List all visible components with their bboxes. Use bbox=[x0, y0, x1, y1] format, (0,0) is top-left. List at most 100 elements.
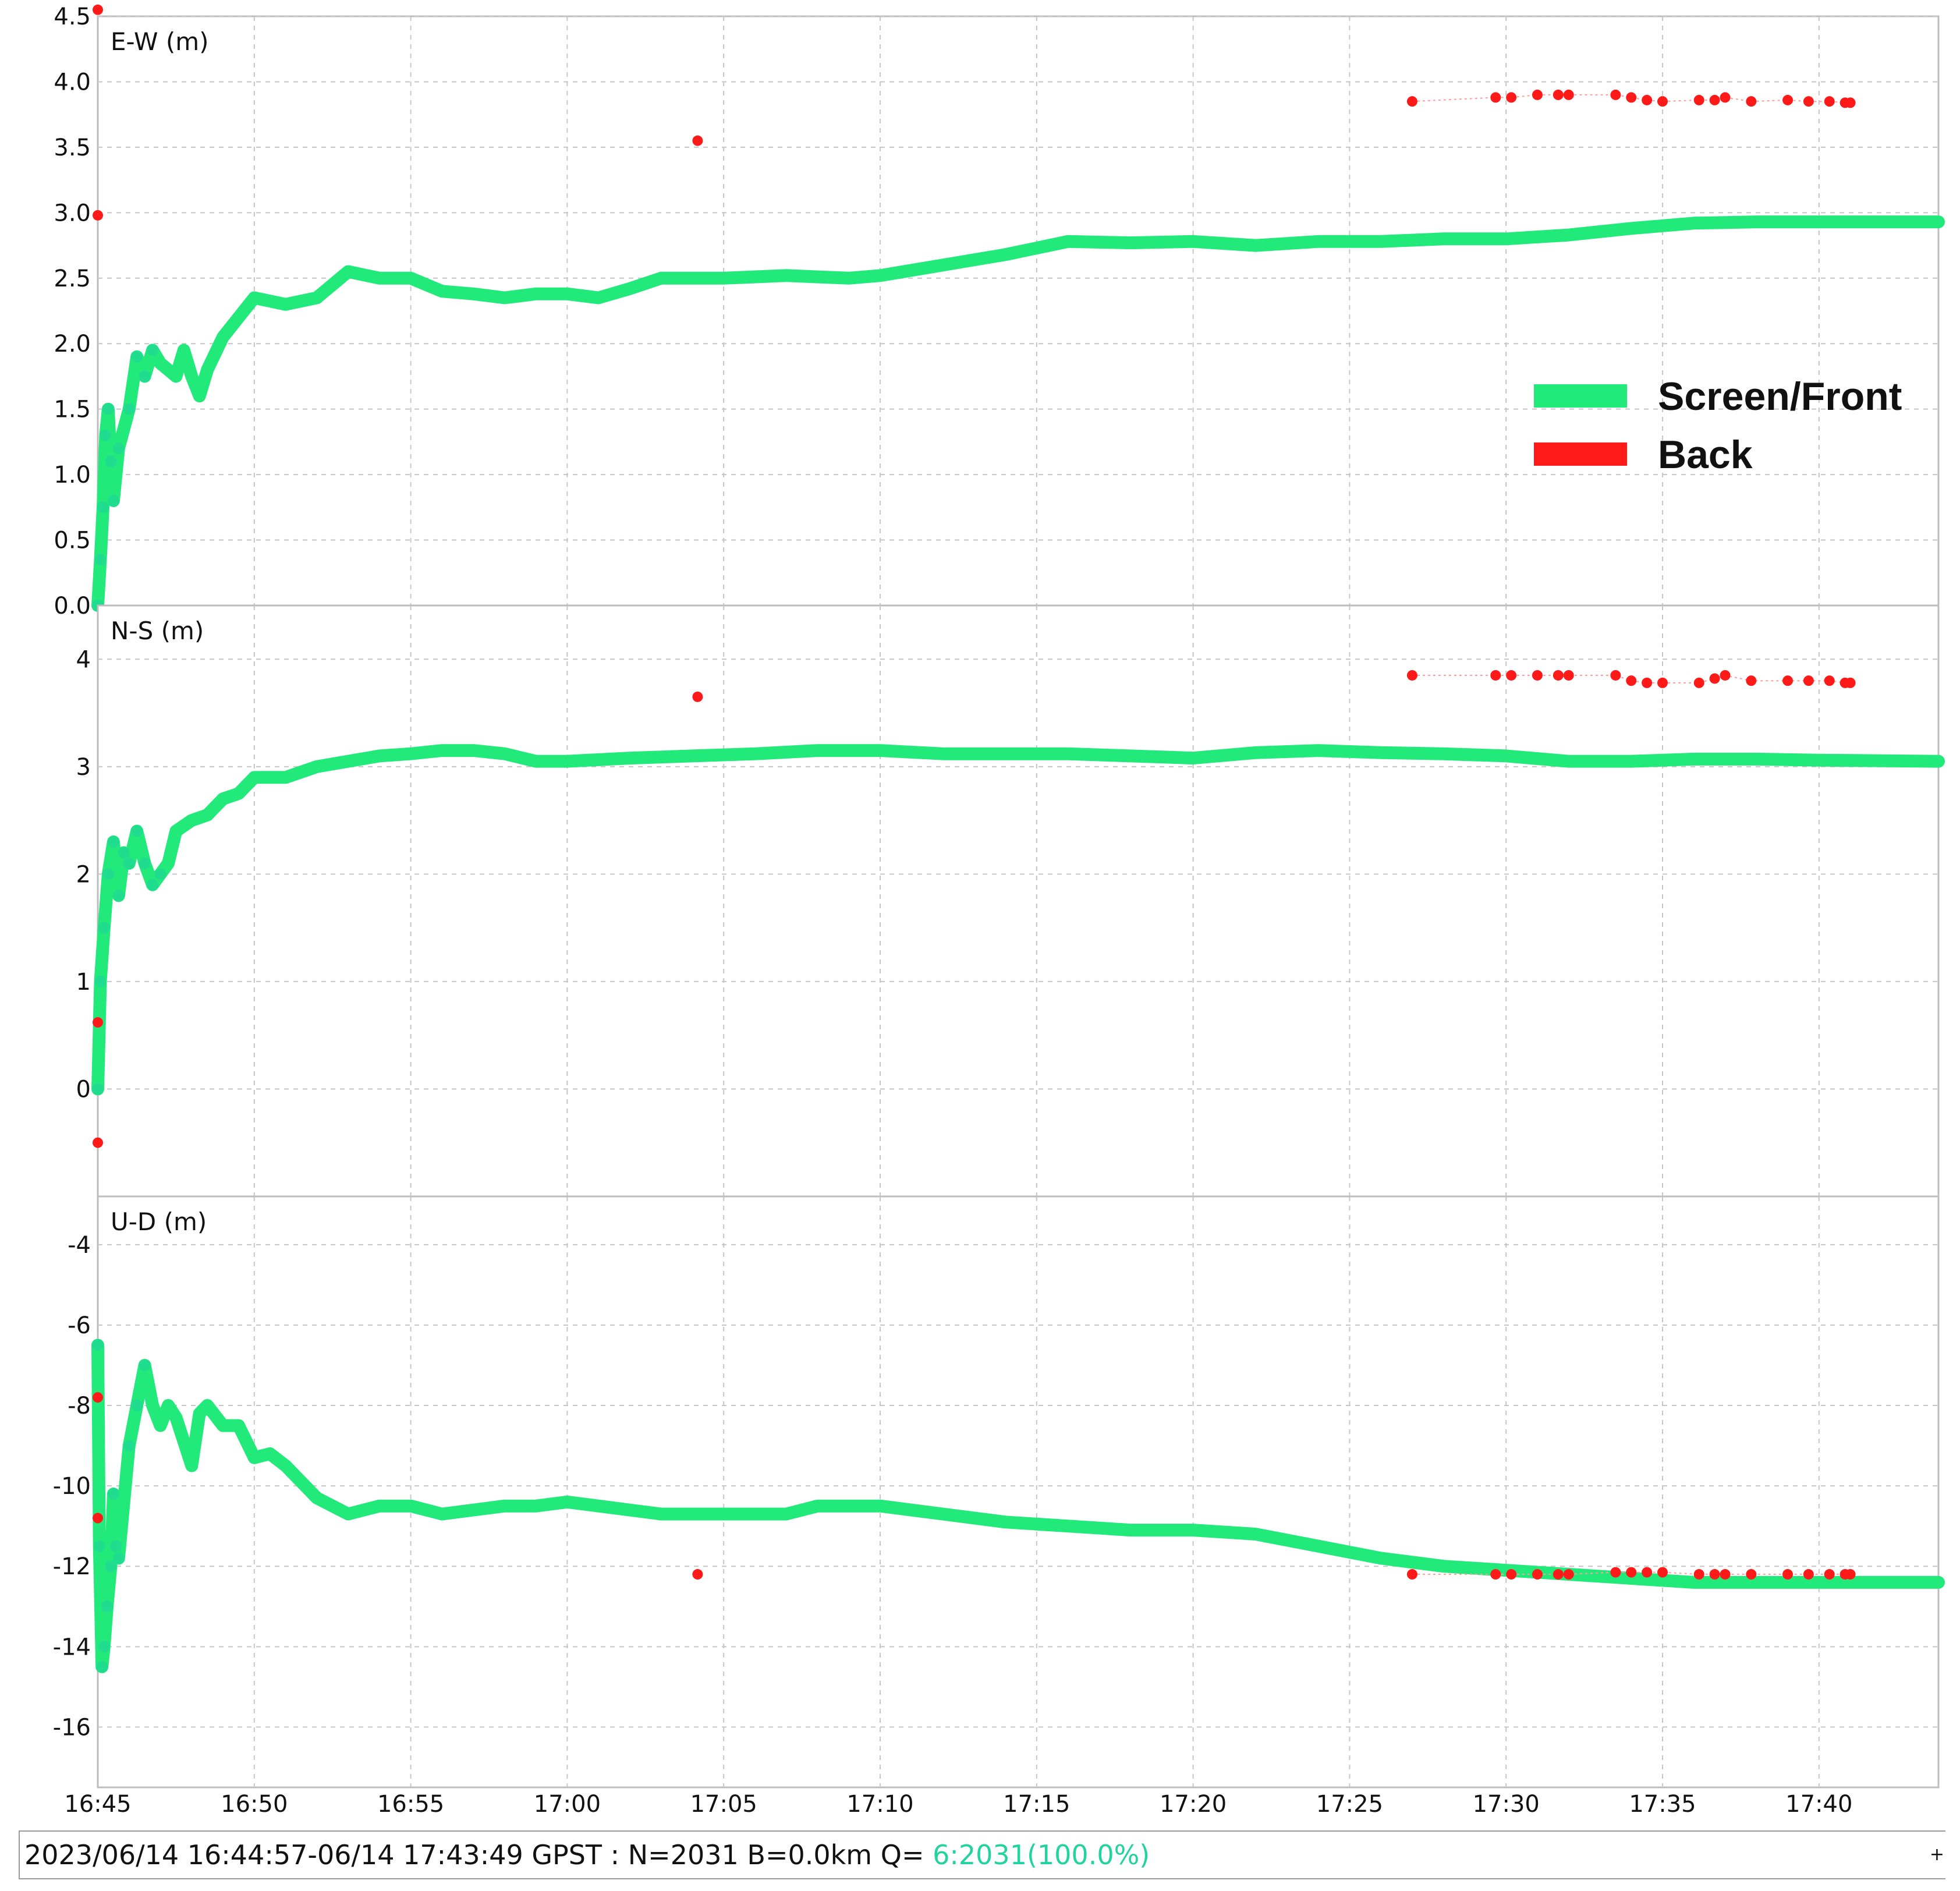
series-front-point bbox=[112, 890, 125, 902]
series-back-point bbox=[1803, 1569, 1814, 1580]
series-back-point bbox=[1693, 677, 1704, 688]
series-back-point bbox=[1782, 1569, 1794, 1580]
x-tick-label: 17:10 bbox=[846, 1791, 913, 1818]
series-back-point bbox=[1490, 92, 1501, 103]
y-tick-label: 0.5 bbox=[54, 527, 91, 554]
series-back-point bbox=[1709, 673, 1720, 684]
series-front-point bbox=[92, 1083, 104, 1095]
series-front-point bbox=[147, 879, 159, 891]
series-front-point bbox=[100, 429, 112, 441]
y-tick-label: 3 bbox=[76, 754, 91, 781]
series-back-point bbox=[1746, 675, 1757, 686]
series-back-point bbox=[1553, 89, 1564, 100]
series-back-point bbox=[1626, 92, 1637, 103]
panel-frame bbox=[97, 1195, 1940, 1789]
series-front-point bbox=[102, 403, 114, 415]
series-back-point bbox=[1693, 1569, 1704, 1580]
series-front-point bbox=[112, 1552, 125, 1564]
y-tick-label: 3.0 bbox=[54, 200, 91, 226]
series-back-point bbox=[93, 4, 103, 15]
series-front-point bbox=[101, 1600, 114, 1613]
series-back-point bbox=[1642, 677, 1653, 688]
series-back-point bbox=[692, 135, 703, 146]
x-tick-label: 17:25 bbox=[1316, 1791, 1383, 1818]
series-back-point bbox=[1553, 670, 1564, 681]
x-tick-label: 17:40 bbox=[1785, 1791, 1852, 1818]
series-front-point bbox=[139, 1359, 151, 1371]
series-back-point bbox=[1746, 96, 1757, 107]
y-tick-label: -14 bbox=[53, 1634, 91, 1660]
series-front-line bbox=[91, 1338, 1945, 1673]
series-back-point bbox=[1642, 94, 1653, 105]
series-back-point bbox=[1746, 1569, 1757, 1580]
x-tick-label: 17:05 bbox=[690, 1791, 757, 1818]
series-front-point bbox=[92, 1339, 104, 1351]
series-back-point bbox=[93, 1017, 103, 1028]
series-back-point bbox=[93, 1392, 103, 1403]
y-tick-label: -8 bbox=[68, 1393, 91, 1419]
series-front-point bbox=[105, 1560, 117, 1573]
legend-label-front: Screen/Front bbox=[1658, 374, 1902, 419]
status-summary: 2023/06/14 16:44:57-06/14 17:43:49 GPST … bbox=[24, 1839, 933, 1871]
series-back-point bbox=[692, 1569, 703, 1580]
series-back-point bbox=[93, 1137, 103, 1148]
series-front-point bbox=[98, 1641, 110, 1653]
series-back-point bbox=[1720, 92, 1731, 103]
series-back-point bbox=[1626, 675, 1637, 686]
series-back-point bbox=[1845, 97, 1856, 108]
x-tick-label: 17:15 bbox=[1003, 1791, 1070, 1818]
series-back-point bbox=[1610, 89, 1621, 100]
series-front-point bbox=[112, 442, 125, 455]
series-front-point bbox=[123, 1440, 135, 1452]
y-tick-label: 2.5 bbox=[54, 265, 91, 292]
legend-label-back: Back bbox=[1658, 433, 1753, 477]
y-tick-label: 1 bbox=[76, 969, 91, 996]
series-front-point bbox=[123, 403, 135, 415]
series-back-point bbox=[1642, 1567, 1653, 1578]
series-front-point bbox=[94, 975, 107, 987]
series-back-point bbox=[1610, 1567, 1621, 1578]
series-back-point bbox=[692, 691, 703, 702]
series-back-point bbox=[1506, 1569, 1517, 1580]
series-front-point bbox=[107, 495, 119, 507]
series-front-point bbox=[131, 350, 143, 363]
series-back-point bbox=[1563, 670, 1574, 681]
series-back-point bbox=[93, 1513, 103, 1524]
panel-title: N-S (m) bbox=[111, 617, 204, 645]
panel-title: E-W (m) bbox=[111, 27, 209, 56]
x-tick-label: 16:50 bbox=[221, 1791, 288, 1818]
series-front-point bbox=[139, 857, 151, 869]
series-back-point bbox=[1845, 677, 1856, 688]
series-front-point bbox=[118, 847, 130, 859]
series-back-point bbox=[1563, 89, 1574, 100]
series-back-point bbox=[1532, 670, 1543, 681]
series-back-point bbox=[1406, 1569, 1417, 1580]
legend-swatch-front bbox=[1534, 384, 1627, 408]
y-tick-label: -6 bbox=[68, 1312, 91, 1339]
chart-canvas: 4.5 4.0 3.5 3.0 2.5 2.0 1.5 1.0 0.5 0.0 E-W (m) 4 3 2… bbox=[53, 3, 1945, 1818]
series-front-point bbox=[107, 836, 119, 848]
series-back-point bbox=[1506, 670, 1517, 681]
series-back-point bbox=[1693, 94, 1704, 105]
series-back-point bbox=[1720, 1569, 1731, 1580]
series-front-point bbox=[154, 868, 166, 880]
x-tick-label: 17:30 bbox=[1473, 1791, 1540, 1818]
series-back-point bbox=[1553, 1569, 1564, 1580]
series-back-point bbox=[1845, 1569, 1856, 1580]
series-front-point bbox=[98, 922, 110, 934]
series-back-point bbox=[1657, 677, 1668, 688]
series-front-point bbox=[131, 1400, 143, 1412]
legend-swatch-back bbox=[1534, 442, 1627, 466]
series-front-point bbox=[97, 501, 109, 514]
series-front-point bbox=[96, 1660, 108, 1673]
series-back-point bbox=[1626, 1567, 1637, 1578]
series-front-point bbox=[139, 370, 151, 383]
series-back-point bbox=[1532, 1569, 1543, 1580]
series-front-point bbox=[107, 1488, 119, 1500]
y-tick-label: 2 bbox=[76, 861, 91, 888]
series-front-point bbox=[123, 857, 135, 869]
series-back-point bbox=[1532, 89, 1543, 100]
series-back-point bbox=[1657, 96, 1668, 107]
series-back-point bbox=[1610, 670, 1621, 681]
series-back-point bbox=[1824, 675, 1835, 686]
